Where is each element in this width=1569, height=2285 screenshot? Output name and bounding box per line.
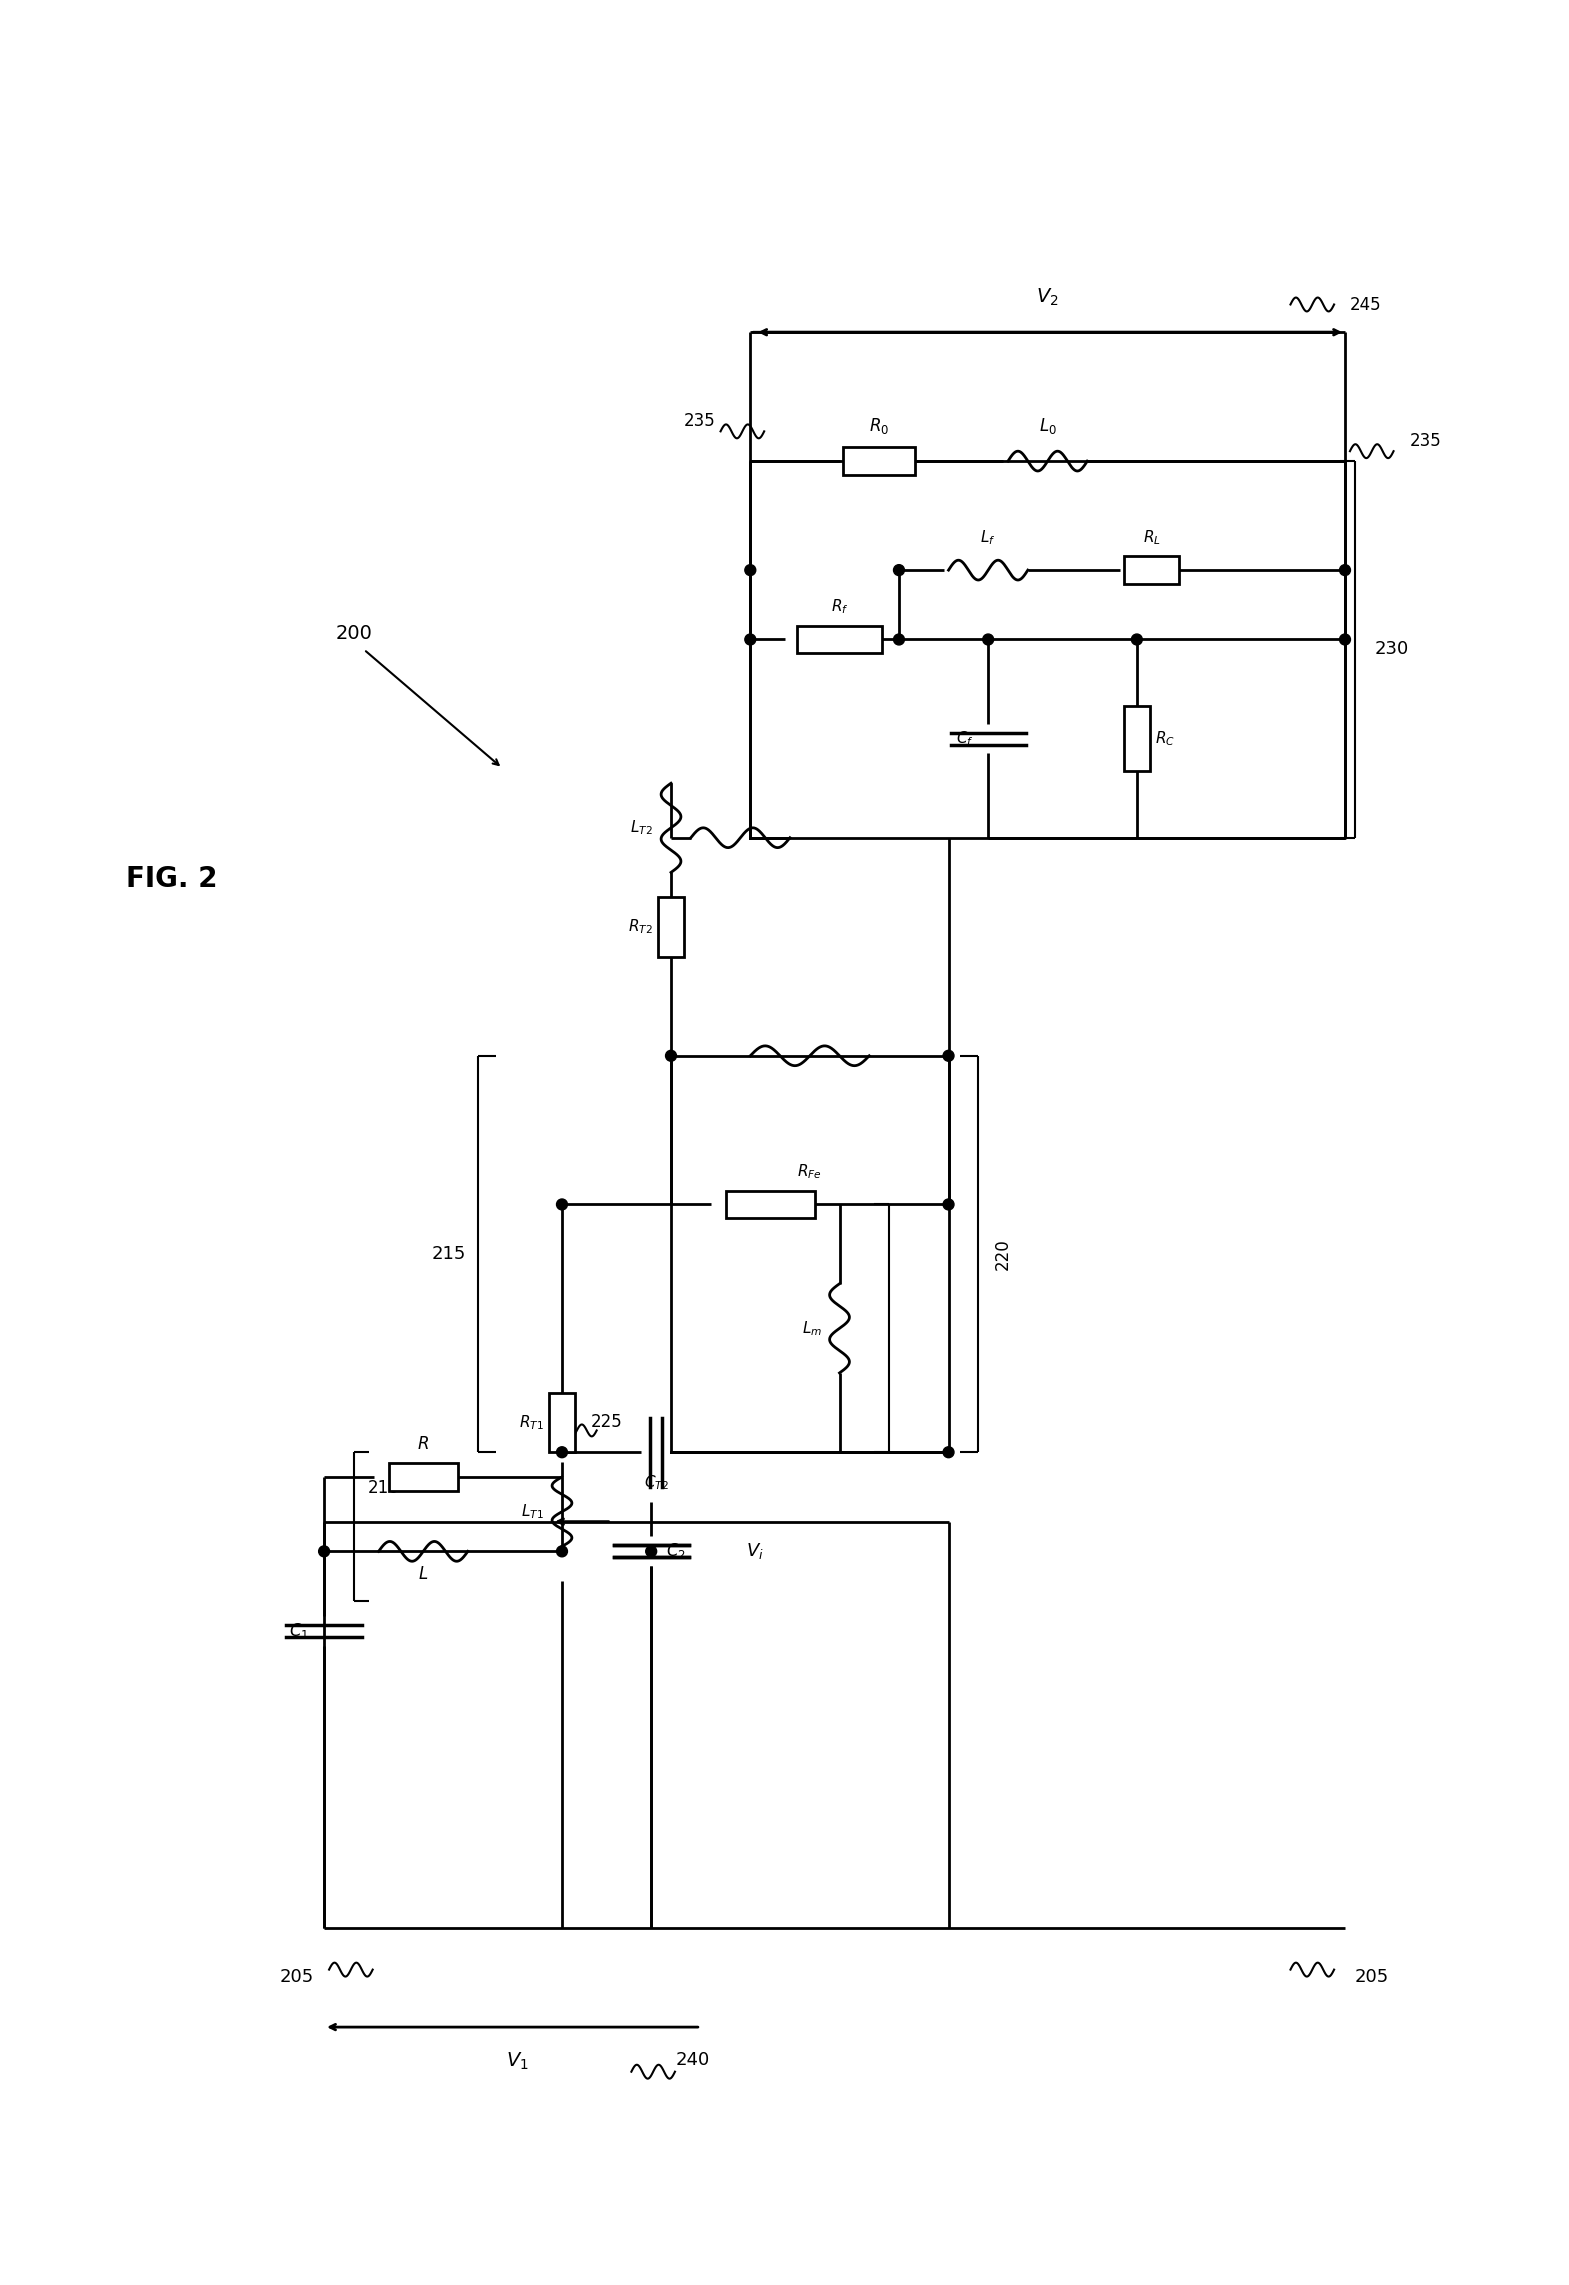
Text: $R_{T2}$: $R_{T2}$ [628, 919, 653, 937]
Circle shape [745, 633, 756, 644]
Circle shape [982, 633, 993, 644]
Text: $L_f$: $L_f$ [981, 528, 996, 546]
Circle shape [1131, 633, 1142, 644]
Circle shape [557, 1547, 568, 1556]
Text: $R_f$: $R_f$ [830, 599, 849, 617]
Circle shape [665, 1051, 676, 1060]
Text: $V_i$: $V_i$ [747, 1542, 764, 1561]
Bar [549, 1394, 574, 1453]
Text: 235: 235 [684, 411, 715, 430]
Text: 205: 205 [279, 1967, 314, 1986]
Bar [844, 448, 915, 475]
Text: 225: 225 [590, 1414, 623, 1430]
Circle shape [557, 1446, 568, 1458]
Text: $C_f$: $C_f$ [956, 729, 973, 747]
Bar [389, 1462, 458, 1490]
Text: 220: 220 [995, 1238, 1012, 1270]
Text: FIG. 2: FIG. 2 [126, 866, 218, 893]
Circle shape [646, 1547, 657, 1556]
Text: $L_0$: $L_0$ [1039, 416, 1056, 436]
Text: 230: 230 [1374, 640, 1409, 658]
Circle shape [557, 1200, 568, 1209]
Circle shape [893, 564, 904, 576]
Text: $V_1$: $V_1$ [507, 2050, 529, 2072]
Circle shape [943, 1446, 954, 1458]
Text: $V_2$: $V_2$ [1037, 286, 1059, 308]
Circle shape [745, 564, 756, 576]
Text: $R_L$: $R_L$ [1142, 528, 1161, 546]
Text: 205: 205 [1356, 1967, 1389, 1986]
Text: 235: 235 [1409, 432, 1442, 450]
Text: 240: 240 [676, 2050, 711, 2068]
Text: $R_{Fe}$: $R_{Fe}$ [797, 1163, 822, 1181]
Text: 200: 200 [336, 624, 372, 644]
Circle shape [943, 1200, 954, 1209]
Text: $C_1$: $C_1$ [289, 1620, 309, 1641]
Text: $R_{T1}$: $R_{T1}$ [519, 1412, 544, 1433]
Text: $R$: $R$ [417, 1435, 430, 1453]
Circle shape [893, 633, 904, 644]
Text: $L_{T2}$: $L_{T2}$ [631, 818, 653, 836]
Text: $L$: $L$ [417, 1565, 428, 1584]
Text: $R_0$: $R_0$ [869, 416, 890, 436]
Bar [1123, 706, 1150, 770]
Text: $C_2$: $C_2$ [667, 1542, 686, 1561]
Text: $L_m$: $L_m$ [802, 1318, 822, 1337]
Text: 215: 215 [431, 1245, 466, 1264]
Circle shape [319, 1547, 329, 1556]
Bar [725, 1190, 814, 1218]
Text: 245: 245 [1349, 297, 1382, 315]
Text: 210: 210 [367, 1478, 400, 1497]
Text: $L_{T1}$: $L_{T1}$ [521, 1501, 544, 1522]
Bar [657, 898, 684, 957]
Circle shape [943, 1051, 954, 1060]
Bar [1125, 555, 1178, 585]
Bar [797, 626, 882, 654]
Circle shape [1340, 633, 1351, 644]
Text: $R_C$: $R_C$ [1155, 729, 1175, 747]
Circle shape [1340, 564, 1351, 576]
Text: $C_{T2}$: $C_{T2}$ [643, 1474, 668, 1492]
